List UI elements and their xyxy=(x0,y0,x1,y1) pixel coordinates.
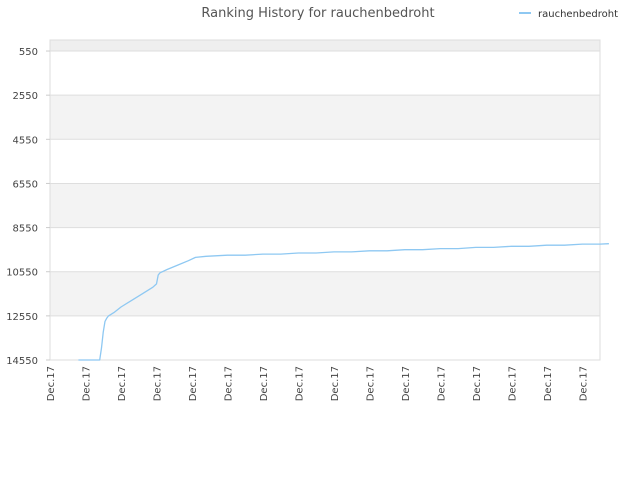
y-axis-ticks: 550 2550 4550 6550 8550 10550 12550 14550 xyxy=(6,47,50,367)
y-tick-label: 8550 xyxy=(13,224,38,235)
y-tick-label: 2550 xyxy=(13,91,38,102)
x-axis-ticks: Dec.17 Dec.17 Dec.17 Dec.17 Dec.17 Dec.17 Dec.… xyxy=(46,366,589,401)
plot-band xyxy=(50,40,600,52)
y-tick-label: 550 xyxy=(19,47,38,58)
y-tick-label: 6550 xyxy=(13,179,38,190)
x-tick-label: Dec.17 xyxy=(436,366,447,401)
y-tick-label: 12550 xyxy=(6,312,38,323)
plot-band xyxy=(50,227,600,272)
x-tick-label: Dec.17 xyxy=(188,366,199,401)
x-tick-label: Dec.17 xyxy=(330,366,341,401)
gridlines xyxy=(50,50,600,361)
legend: rauchenbedroht xyxy=(519,9,618,20)
y-tick-label: 10550 xyxy=(6,268,38,279)
x-tick-label: Dec.17 xyxy=(117,366,128,401)
plot-band xyxy=(50,315,600,360)
plot-band xyxy=(50,139,600,184)
x-tick-label: Dec.17 xyxy=(259,366,270,401)
plot-band xyxy=(50,51,600,96)
x-tick-label: Dec.17 xyxy=(401,366,412,401)
x-tick-label: Dec.17 xyxy=(294,366,305,401)
x-tick-label: Dec.17 xyxy=(472,366,483,401)
x-tick-label: Dec.17 xyxy=(46,366,57,401)
y-tick-label: 4550 xyxy=(13,135,38,146)
series-layer xyxy=(78,243,609,361)
x-tick-label: Dec.17 xyxy=(543,366,554,401)
x-tick-label: Dec.17 xyxy=(507,366,518,401)
plot-band xyxy=(50,271,600,316)
plot-band xyxy=(50,183,600,228)
chart-title: Ranking History for rauchenbedroht xyxy=(201,6,434,21)
x-tick-label: Dec.17 xyxy=(152,366,163,401)
y-tick-label: 14550 xyxy=(6,356,38,367)
x-tick-label: Dec.17 xyxy=(223,366,234,401)
plot-band xyxy=(50,95,600,140)
legend-label: rauchenbedroht xyxy=(538,9,618,20)
x-tick-label: Dec.17 xyxy=(578,366,589,401)
x-tick-label: Dec.17 xyxy=(365,366,376,401)
series-line xyxy=(78,243,609,361)
x-tick-label: Dec.17 xyxy=(81,366,92,401)
plot-background-bands xyxy=(50,40,600,360)
